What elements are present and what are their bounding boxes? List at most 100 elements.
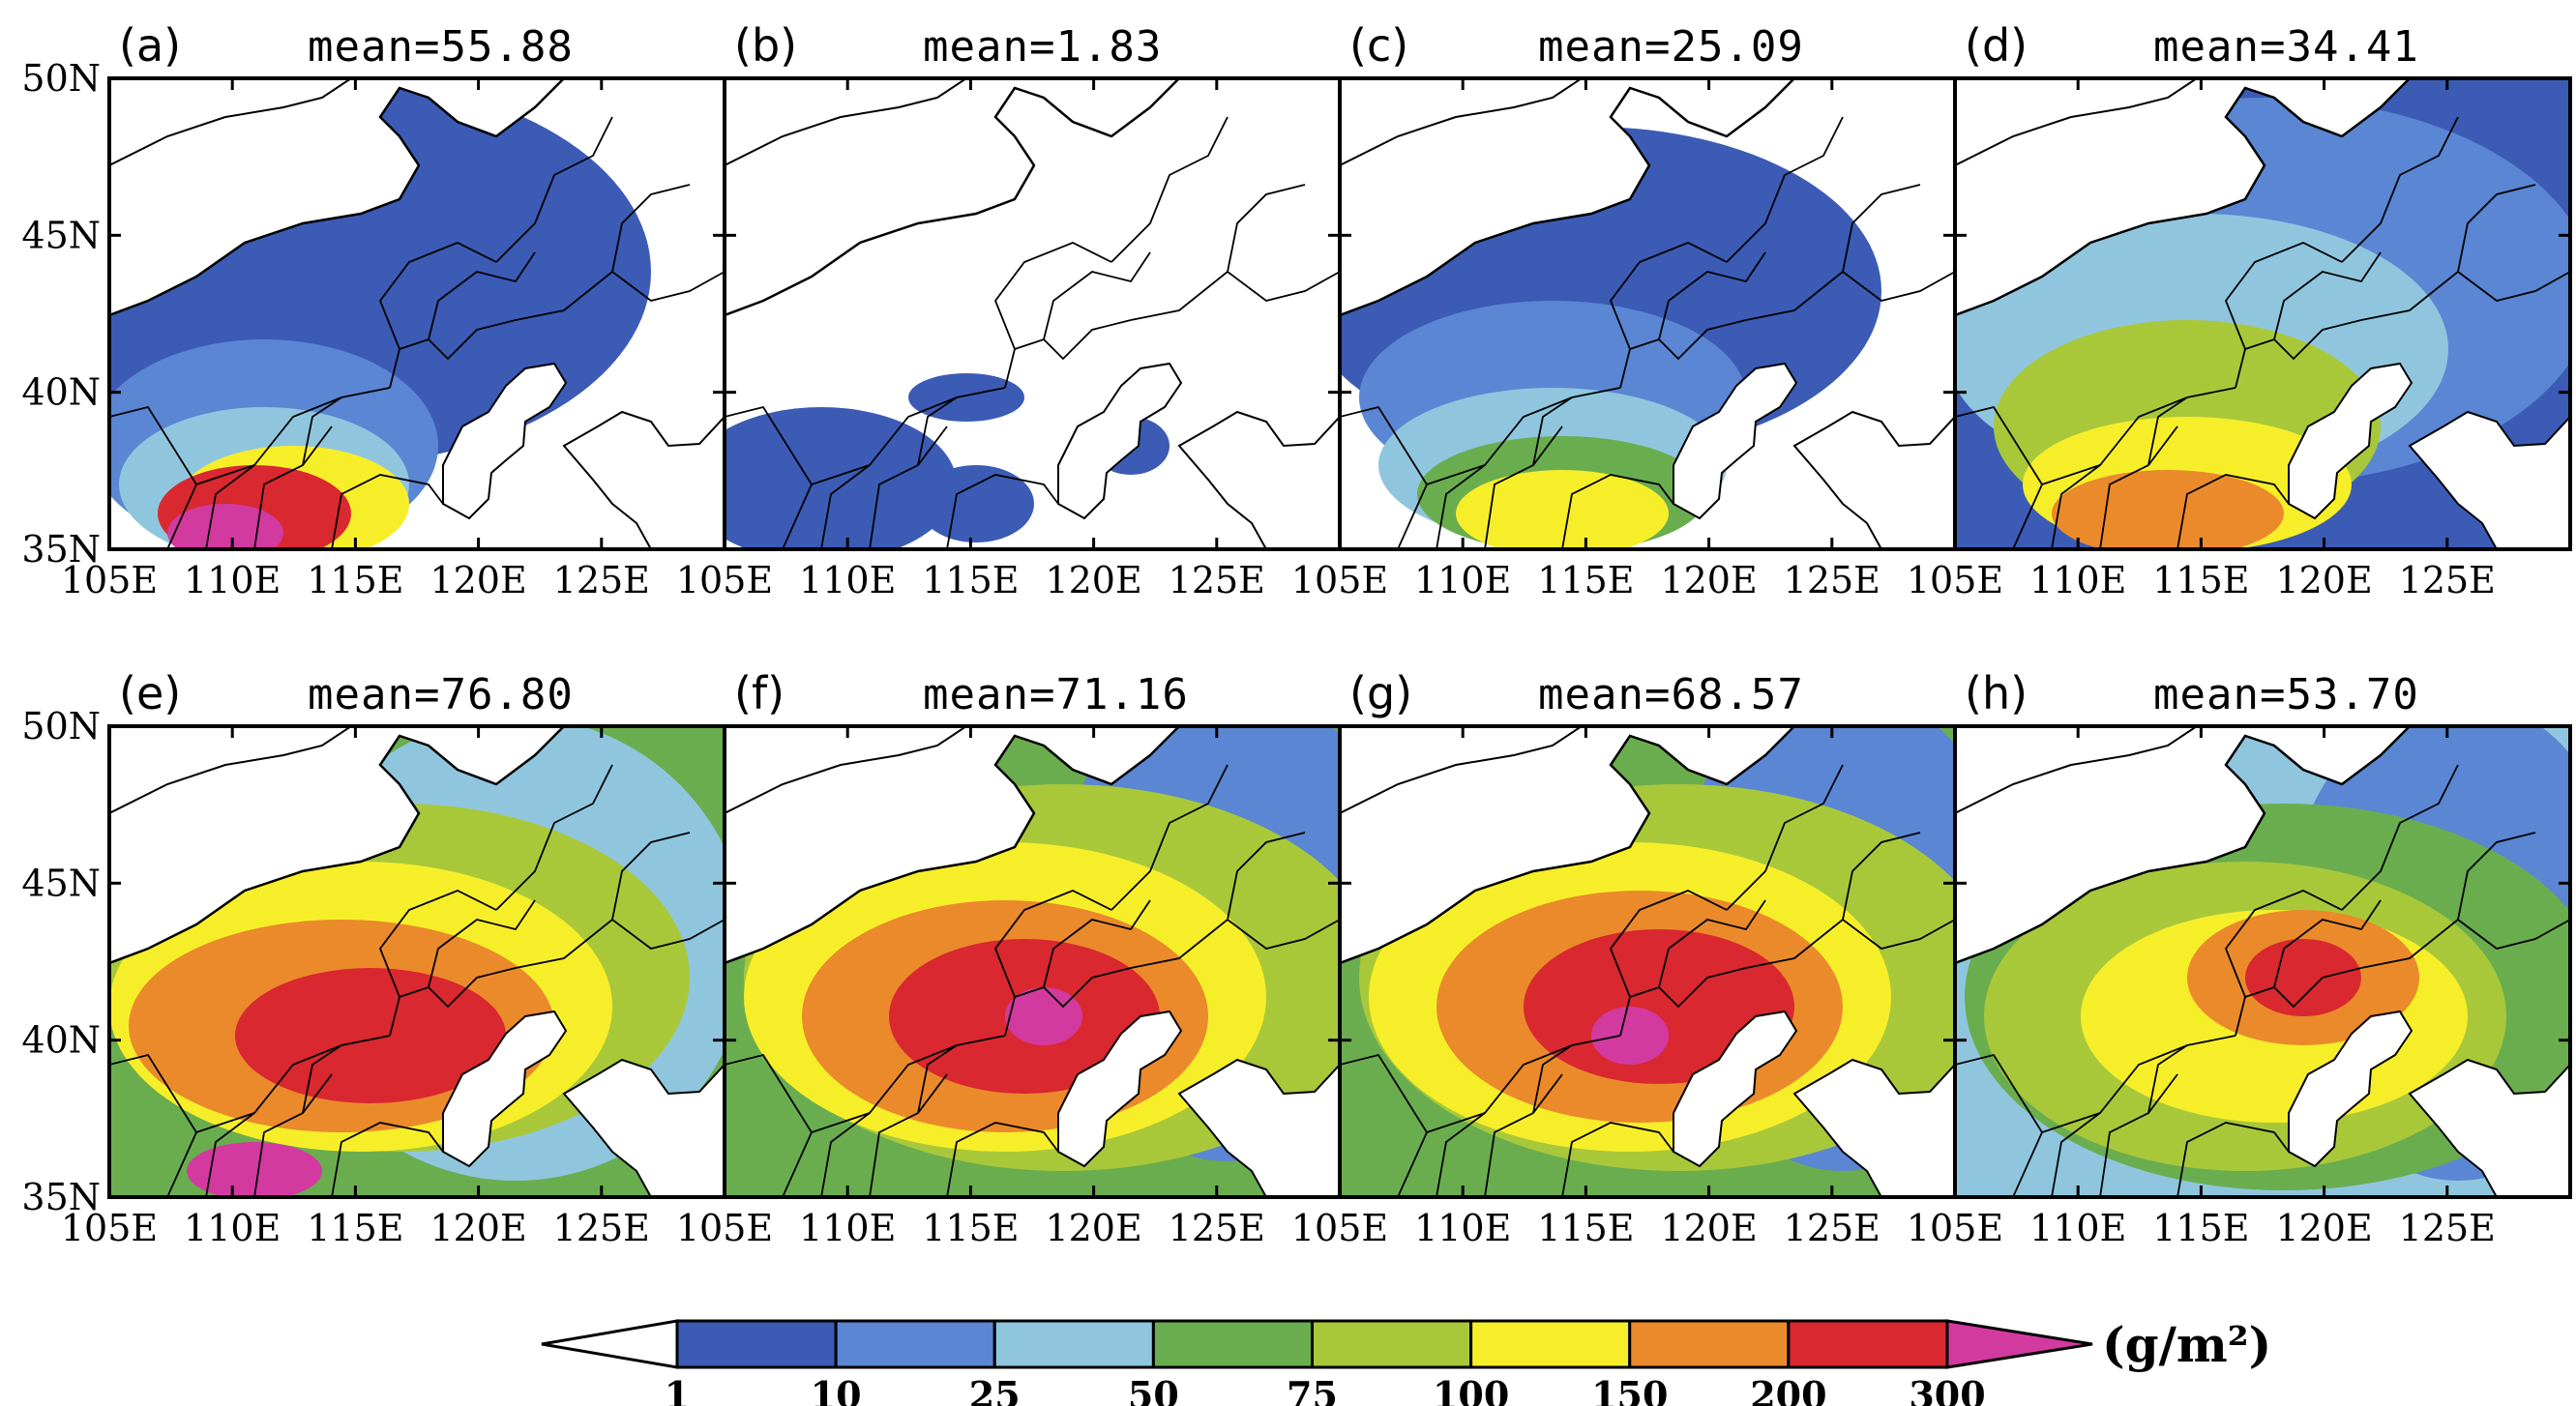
province-border xyxy=(205,464,255,549)
province-border xyxy=(869,1073,948,1197)
province-border xyxy=(331,1122,444,1197)
province-border xyxy=(1955,405,2043,485)
colorbar-over-triangle xyxy=(1945,1319,2093,1369)
colorbar-segment xyxy=(1787,1319,1949,1369)
province-border xyxy=(2273,899,2382,988)
lon-label: 125E xyxy=(553,1207,650,1249)
lat-label: 45N xyxy=(21,862,101,904)
panel-label: (f) xyxy=(734,667,785,719)
province-border xyxy=(166,1035,391,1197)
lon-label: 105E xyxy=(676,559,773,601)
lon-label: 110E xyxy=(184,559,281,601)
lat-label: 50N xyxy=(21,57,101,100)
panel-label: (e) xyxy=(119,667,181,719)
lon-label: 125E xyxy=(1784,559,1880,601)
panel-f-field xyxy=(725,726,1340,1197)
province-border xyxy=(302,396,342,466)
colorbar-level: 25 xyxy=(969,1373,1021,1406)
province-border xyxy=(495,764,613,911)
province-border xyxy=(1340,1053,1428,1133)
lon-label: 120E xyxy=(2275,1207,2372,1249)
yellow-sea xyxy=(1792,1058,1955,1197)
province-border xyxy=(1658,899,1766,988)
precip-field xyxy=(1340,127,1881,549)
bohai-sea xyxy=(2288,362,2413,520)
lat-label: 40N xyxy=(21,371,101,414)
country-border xyxy=(1955,78,2198,166)
colorbar-segment xyxy=(1469,1319,1632,1369)
province-border xyxy=(611,919,725,950)
province-border xyxy=(993,242,1112,350)
lon-label: 125E xyxy=(1169,1207,1265,1249)
lon-label: 115E xyxy=(1537,559,1634,601)
yellow-sea xyxy=(2408,1058,2570,1197)
bohai-sea xyxy=(442,362,568,520)
province-border xyxy=(782,1035,1006,1197)
province-border xyxy=(1110,116,1229,263)
province-border xyxy=(1745,832,1921,969)
province-border xyxy=(1043,251,1151,340)
lat-label: 35N xyxy=(21,1176,101,1218)
country-border xyxy=(1340,78,1583,166)
province-border xyxy=(946,474,1059,549)
bohai-sea xyxy=(1057,362,1183,520)
colorbar-level: 10 xyxy=(811,1373,862,1406)
panel-label: (a) xyxy=(119,19,181,72)
colorbar: 1 10 25 50 75 100 150 200 300 (g/m²) xyxy=(541,1316,2271,1406)
province-border xyxy=(1532,396,1573,466)
country-border xyxy=(109,78,565,317)
province-border xyxy=(1955,1053,2043,1133)
province-border xyxy=(611,271,725,302)
bohai-sea xyxy=(1673,362,1798,520)
province-border xyxy=(2051,1112,2101,1197)
province-border xyxy=(205,1112,255,1197)
province-border xyxy=(1227,271,1340,302)
panel-d: (d) mean=34.41 xyxy=(1953,19,2572,551)
colorbar-level: 200 xyxy=(1750,1373,1826,1406)
field-contour xyxy=(2245,939,2361,1016)
colorbar-level: 100 xyxy=(1433,1373,1509,1406)
lon-label: 105E xyxy=(61,1207,158,1249)
country-border xyxy=(1340,726,1795,965)
lat-label: 35N xyxy=(21,528,101,571)
panel-mean: mean=71.16 xyxy=(923,670,1189,719)
country-border xyxy=(725,726,967,814)
province-border xyxy=(2457,919,2570,950)
panel-mean: mean=34.41 xyxy=(2153,22,2419,72)
lon-label: 110E xyxy=(184,1207,281,1249)
province-border xyxy=(1397,387,1621,549)
bohai-sea xyxy=(2288,1010,2413,1168)
panel-b: (b) mean=1.83 xyxy=(723,19,1342,551)
country-border xyxy=(109,78,352,166)
province-border xyxy=(2360,832,2536,969)
province-border xyxy=(389,967,517,1037)
colorbar-level: 75 xyxy=(1287,1373,1338,1406)
country-border xyxy=(1340,78,1795,317)
colorbar-level: 1 xyxy=(665,1373,690,1406)
province-border xyxy=(1004,967,1132,1037)
lon-label: 125E xyxy=(553,559,650,601)
yellow-sea xyxy=(1177,410,1340,549)
lon-label: 110E xyxy=(799,1207,896,1249)
yellow-sea xyxy=(1177,1058,1340,1197)
colorbar-segment xyxy=(992,1319,1155,1369)
province-border xyxy=(1004,319,1132,389)
province-border xyxy=(378,890,497,998)
panel-e-field xyxy=(109,726,725,1197)
province-border xyxy=(1043,899,1151,988)
province-border xyxy=(2147,1044,2188,1114)
lon-label: 120E xyxy=(1660,1207,1757,1249)
lon-label: 120E xyxy=(1045,559,1141,601)
province-border xyxy=(1561,474,1674,549)
lon-label: 115E xyxy=(2152,1207,2249,1249)
lon-label: 120E xyxy=(429,559,526,601)
province-border xyxy=(1745,184,1921,321)
province-border xyxy=(993,890,1112,998)
panel-h-field xyxy=(1955,726,2570,1197)
panel-mean: mean=68.57 xyxy=(1538,670,1804,719)
country-border xyxy=(725,78,967,166)
province-border xyxy=(820,1112,871,1197)
province-border xyxy=(1484,425,1563,549)
